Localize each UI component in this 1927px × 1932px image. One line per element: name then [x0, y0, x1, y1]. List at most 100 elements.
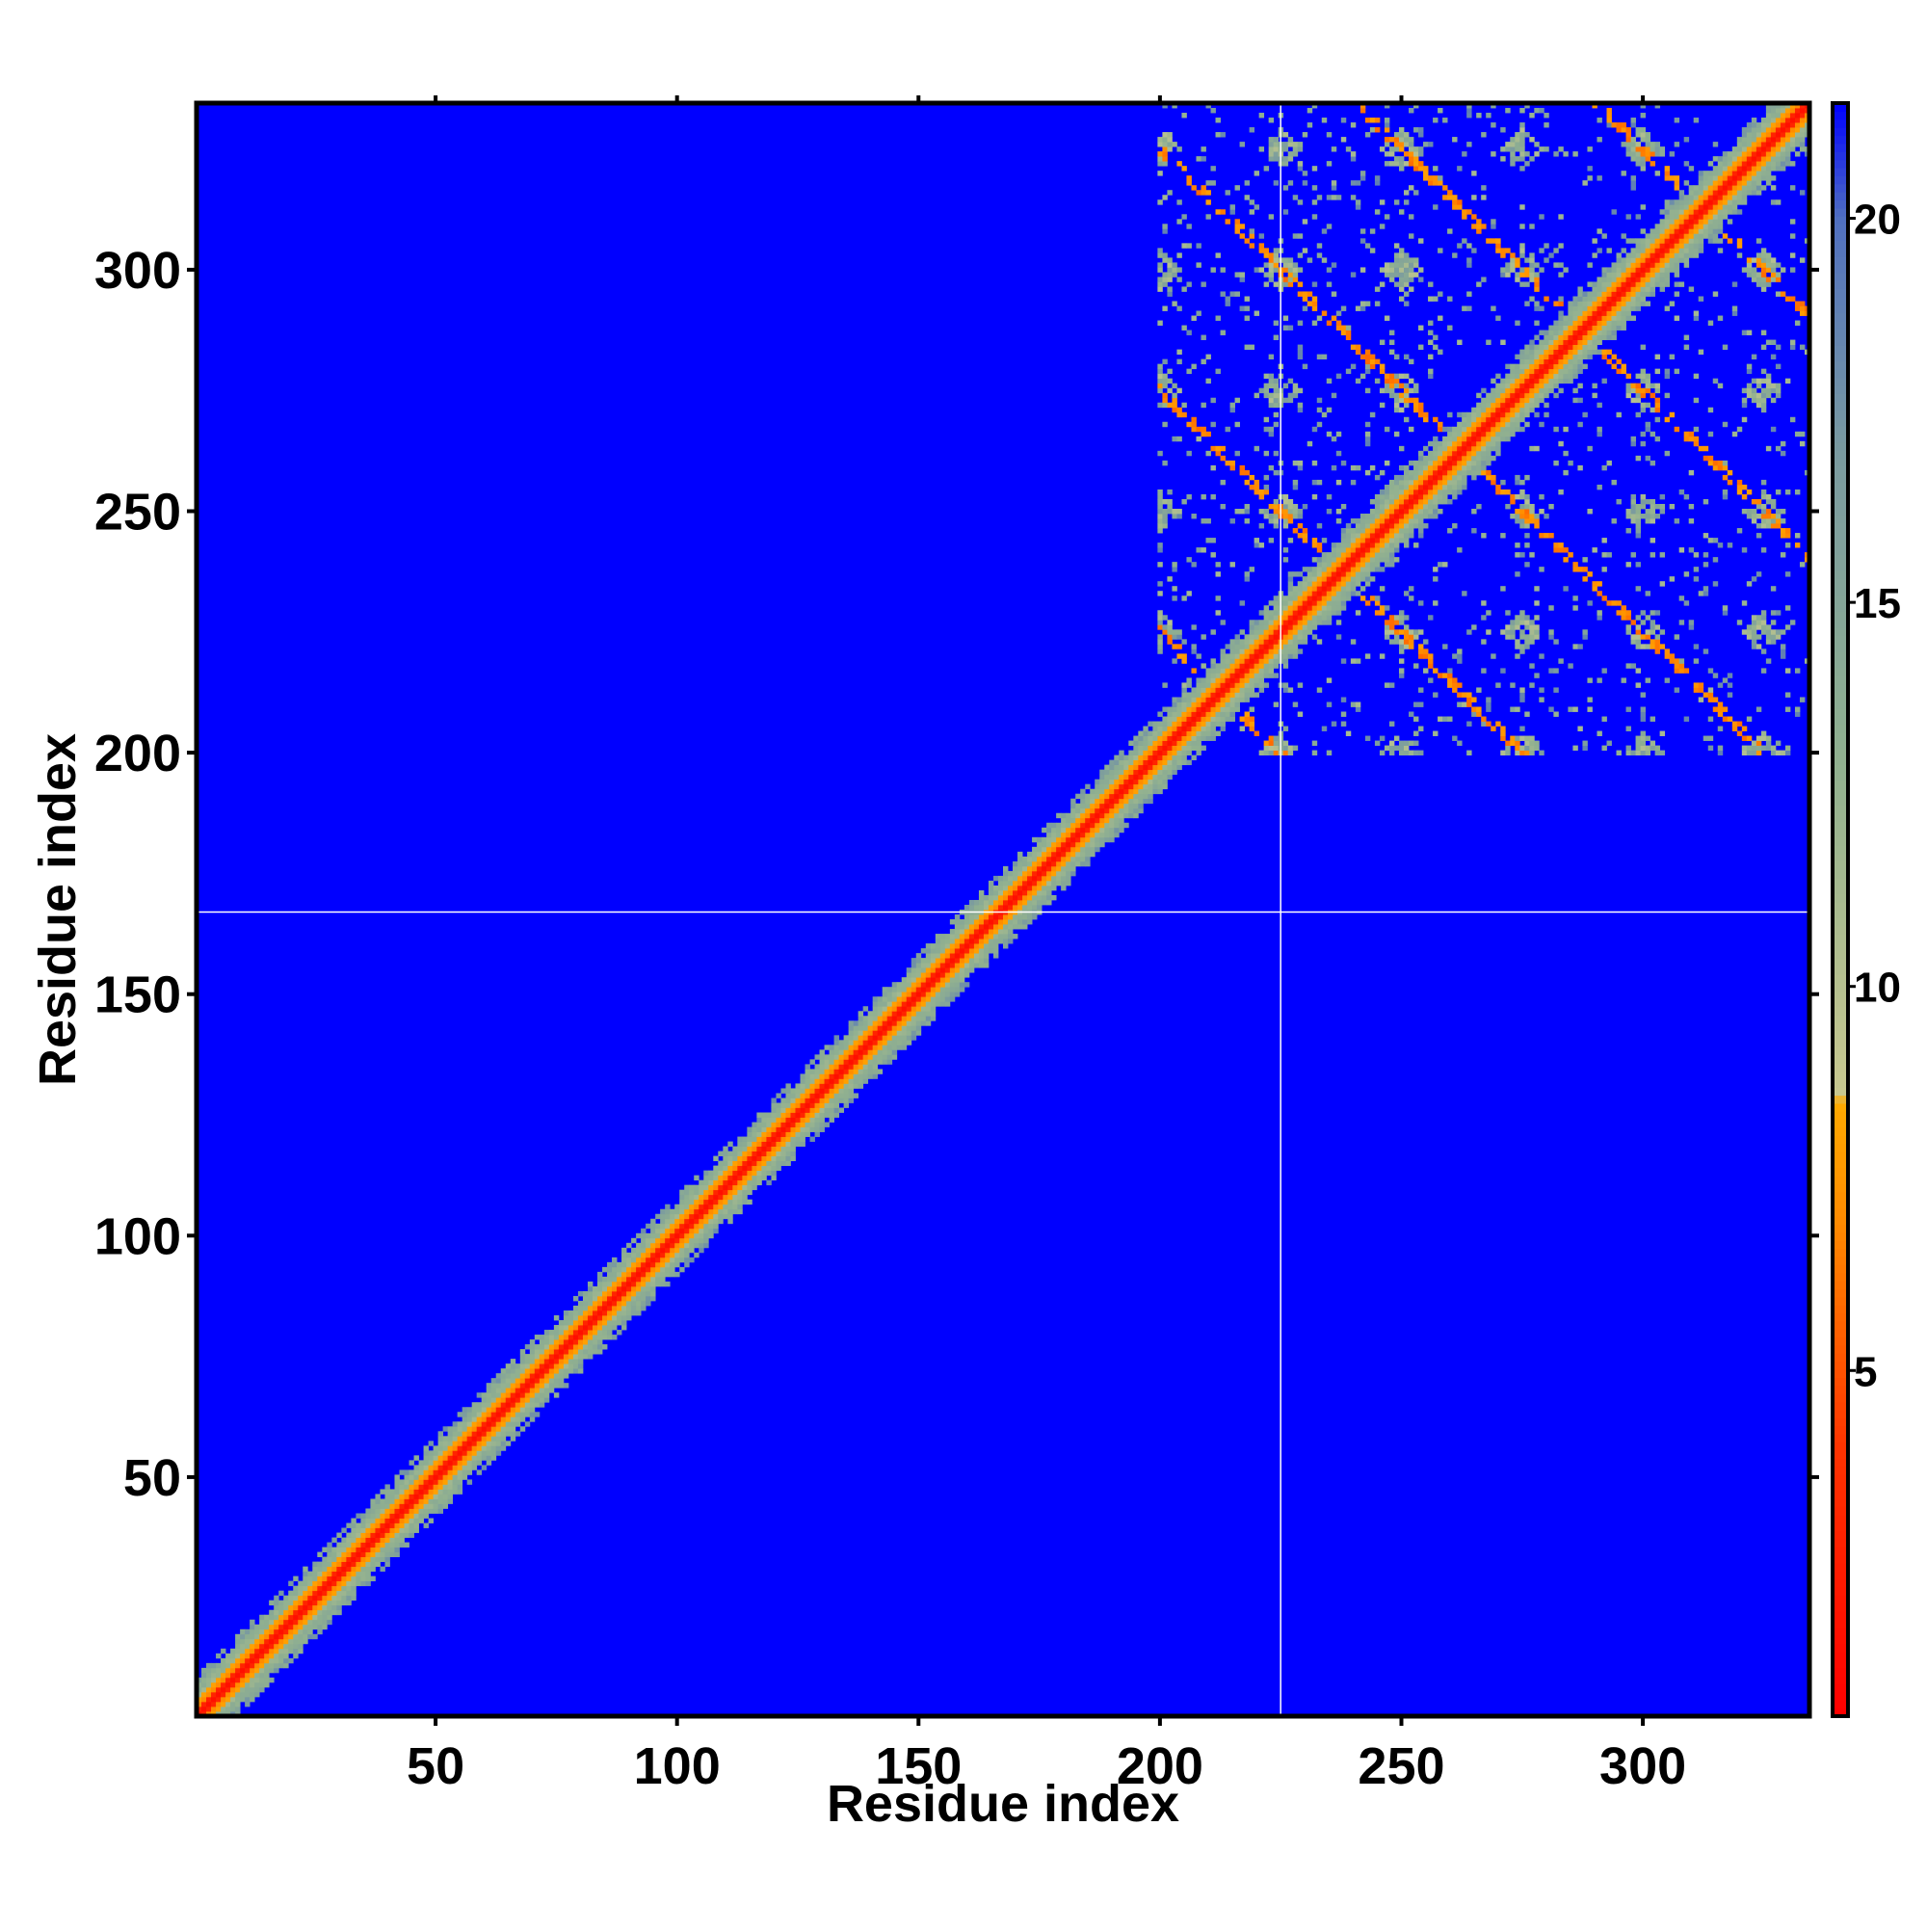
heat-cell: [655, 1257, 661, 1263]
heat-cell: [1249, 663, 1255, 669]
heat-cell: [1433, 576, 1439, 582]
heat-cell: [1229, 291, 1235, 297]
heat-cell: [1181, 716, 1187, 722]
heat-cell: [1359, 305, 1366, 311]
heat-cell: [1393, 272, 1400, 278]
heat-cell: [428, 1503, 434, 1509]
heat-cell: [708, 1228, 714, 1234]
heat-cell: [442, 1494, 449, 1499]
heat-cell: [418, 1503, 424, 1509]
heat-cell: [1225, 460, 1230, 466]
heat-cell: [1287, 624, 1294, 630]
heat-cell: [1215, 721, 1221, 727]
heat-cell: [1042, 880, 1047, 887]
heat-cell: [505, 1421, 512, 1427]
heat-cell: [1287, 378, 1294, 384]
heat-cell: [1258, 668, 1265, 674]
heat-cell: [1268, 610, 1275, 616]
heat-cell: [1287, 325, 1294, 331]
heat-cell: [1109, 769, 1115, 776]
heat-cell: [254, 1662, 260, 1669]
heat-cell: [674, 1204, 680, 1210]
heat-cell: [322, 1580, 328, 1587]
heat-cell: [1196, 262, 1201, 268]
heat-cell: [968, 948, 975, 954]
heat-cell: [1186, 450, 1192, 457]
heat-cell: [800, 1126, 805, 1132]
heat-cell: [1162, 151, 1168, 157]
heat-cell: [1302, 600, 1308, 606]
heat-cell: [1292, 644, 1299, 649]
heat-cell: [437, 1460, 444, 1466]
heat-cell: [1311, 567, 1318, 572]
heat-cell: [274, 1600, 279, 1606]
heat-cell: [631, 1261, 637, 1268]
heat-cell: [1162, 378, 1168, 384]
heat-cell: [1239, 673, 1245, 678]
heat-cell: [1413, 663, 1419, 669]
heat-cell: [269, 1677, 275, 1683]
heat-cell: [833, 1102, 839, 1108]
heat-cell: [1398, 296, 1405, 302]
heat-cell: [968, 967, 975, 973]
heat-cell: [1229, 402, 1235, 409]
heat-cell: [293, 1604, 299, 1611]
heat-cell: [1080, 846, 1086, 853]
heat-cell: [283, 1643, 289, 1650]
heat-cell: [968, 963, 975, 968]
heat-cell: [901, 1011, 908, 1017]
heat-cell: [1046, 899, 1052, 906]
heat-cell: [1428, 142, 1434, 147]
heat-cell: [539, 1383, 545, 1389]
heat-cell: [1273, 387, 1280, 394]
heat-cell: [466, 1441, 473, 1446]
heat-cell: [1297, 648, 1304, 654]
heat-cell: [809, 1098, 815, 1103]
heat-cell: [1191, 716, 1197, 722]
heat-cell: [577, 1320, 584, 1326]
heat-cell: [617, 1266, 622, 1273]
heat-cell: [298, 1648, 304, 1654]
heat-cell: [1239, 233, 1245, 239]
heat-cell: [761, 1151, 767, 1157]
heat-cell: [1070, 865, 1076, 872]
heat-cell: [1297, 199, 1304, 205]
heat-cell: [278, 1653, 284, 1659]
heat-cell: [1176, 436, 1182, 442]
heat-cell: [838, 1045, 844, 1050]
heat-cell: [1393, 629, 1400, 635]
heat-cell: [1239, 142, 1245, 147]
heat-cell: [1167, 267, 1173, 273]
heat-cell: [1042, 894, 1047, 901]
heat-cell: [1297, 533, 1304, 539]
heat-cell: [563, 1373, 569, 1379]
heat-cell: [766, 1151, 772, 1157]
heat-cell: [1364, 528, 1371, 534]
heat-cell: [1201, 146, 1206, 152]
heat-cell: [1302, 634, 1308, 640]
heat-cell: [307, 1624, 313, 1630]
heat-cell: [1335, 595, 1342, 601]
heat-cell: [409, 1474, 414, 1480]
heat-cell: [1220, 706, 1226, 712]
heat-cell: [1201, 726, 1206, 731]
heat-cell: [563, 1315, 569, 1321]
heat-cell: [264, 1628, 270, 1635]
heat-cell: [752, 1165, 757, 1172]
heat-cell: [1403, 503, 1410, 510]
heat-cell: [293, 1619, 299, 1626]
heat-cell: [1258, 750, 1265, 756]
heat-cell: [568, 1335, 574, 1340]
heat-cell: [1157, 383, 1163, 389]
heat-cell: [365, 1532, 371, 1538]
heat-cell: [1162, 383, 1168, 389]
heat-cell: [568, 1310, 574, 1316]
heat-cell: [1022, 870, 1028, 877]
heat-cell: [341, 1595, 347, 1601]
heat-cell: [1157, 199, 1163, 205]
heat-cell: [790, 1102, 796, 1108]
heat-cell: [1181, 711, 1187, 717]
heat-cell: [872, 1025, 879, 1031]
heat-cell: [428, 1484, 434, 1490]
heat-cell: [1282, 503, 1289, 510]
